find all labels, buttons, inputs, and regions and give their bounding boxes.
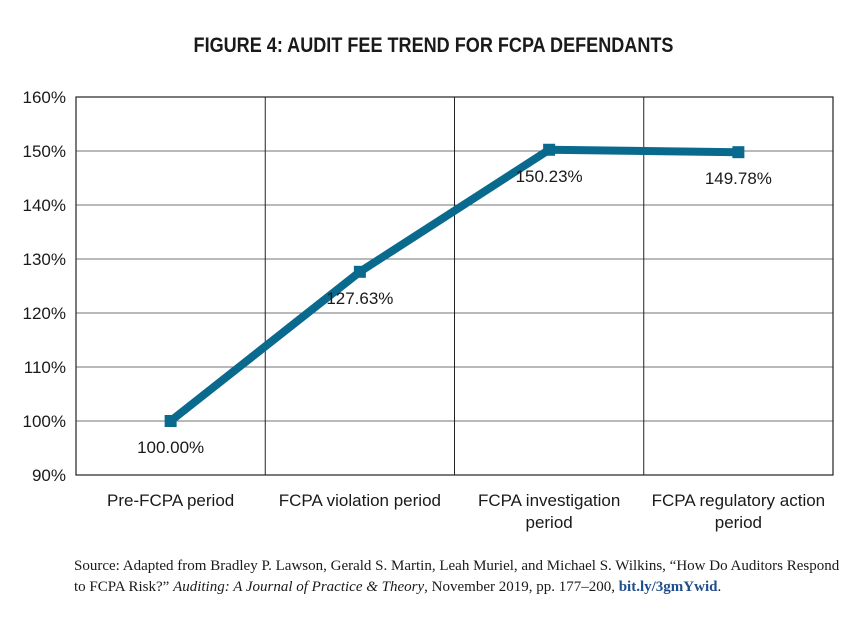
- y-tick-label: 100%: [23, 412, 66, 431]
- data-point: [543, 143, 556, 156]
- y-tick-label: 150%: [23, 142, 66, 161]
- data-label: 100.00%: [137, 438, 204, 457]
- x-category-line: Pre-FCPA period: [107, 491, 234, 510]
- x-category-line: period: [525, 513, 572, 532]
- chart-title: FIGURE 4: AUDIT FEE TREND FOR FCPA DEFEN…: [193, 34, 674, 57]
- y-tick-label: 120%: [23, 304, 66, 323]
- source-prefix: Source: Adapted from Bradley P. Lawson, …: [74, 558, 840, 595]
- data-point: [353, 265, 366, 278]
- source-suffix: , November 2019, pp. 177–200,: [424, 579, 619, 595]
- data-point: [164, 415, 177, 427]
- x-category-line: FCPA regulatory action: [652, 491, 826, 510]
- x-category-label: FCPA regulatory action period: [652, 491, 826, 532]
- data-label: 149.78%: [705, 169, 772, 188]
- data-point: [732, 146, 745, 159]
- x-category-label: Pre-FCPA period: [107, 491, 234, 510]
- x-category-line: FCPA violation period: [279, 491, 441, 510]
- source-end: .: [717, 579, 722, 595]
- data-label: 150.23%: [516, 167, 583, 186]
- source-journal: Auditing: A Journal of Practice & Theory: [173, 579, 425, 595]
- source-note: Source: Adapted from Bradley P. Lawson, …: [74, 556, 854, 598]
- source-link[interactable]: bit.ly/3gmYwid: [618, 579, 718, 595]
- x-category-line: FCPA investigation: [478, 491, 620, 510]
- x-axis-categories: Pre-FCPA period FCPA violation period FCPA…: [107, 491, 825, 532]
- y-axis-ticks: 90% 100% 110% 120% 130% 140% 150% 160%: [23, 88, 66, 485]
- y-tick-label: 110%: [24, 358, 66, 377]
- x-category-label: FCPA violation period: [279, 491, 441, 510]
- y-tick-label: 130%: [23, 250, 66, 269]
- y-tick-label: 140%: [23, 196, 66, 215]
- x-category-label: FCPA investigation period: [478, 491, 620, 532]
- series-line: [166, 145, 743, 425]
- y-tick-label: 90%: [32, 466, 66, 485]
- x-category-line: period: [715, 513, 762, 532]
- line-chart: 90% 100% 110% 120% 130% 140% 150% 160% Pre-FCPA…: [23, 88, 834, 532]
- series-markers: [164, 143, 745, 427]
- data-label: 127.63%: [326, 289, 393, 308]
- plot-frame: [75, 96, 834, 476]
- category-dividers: [264, 97, 645, 475]
- data-labels: 100.00% 127.63% 150.23% 149.78%: [137, 167, 772, 457]
- y-tick-label: 160%: [23, 88, 66, 107]
